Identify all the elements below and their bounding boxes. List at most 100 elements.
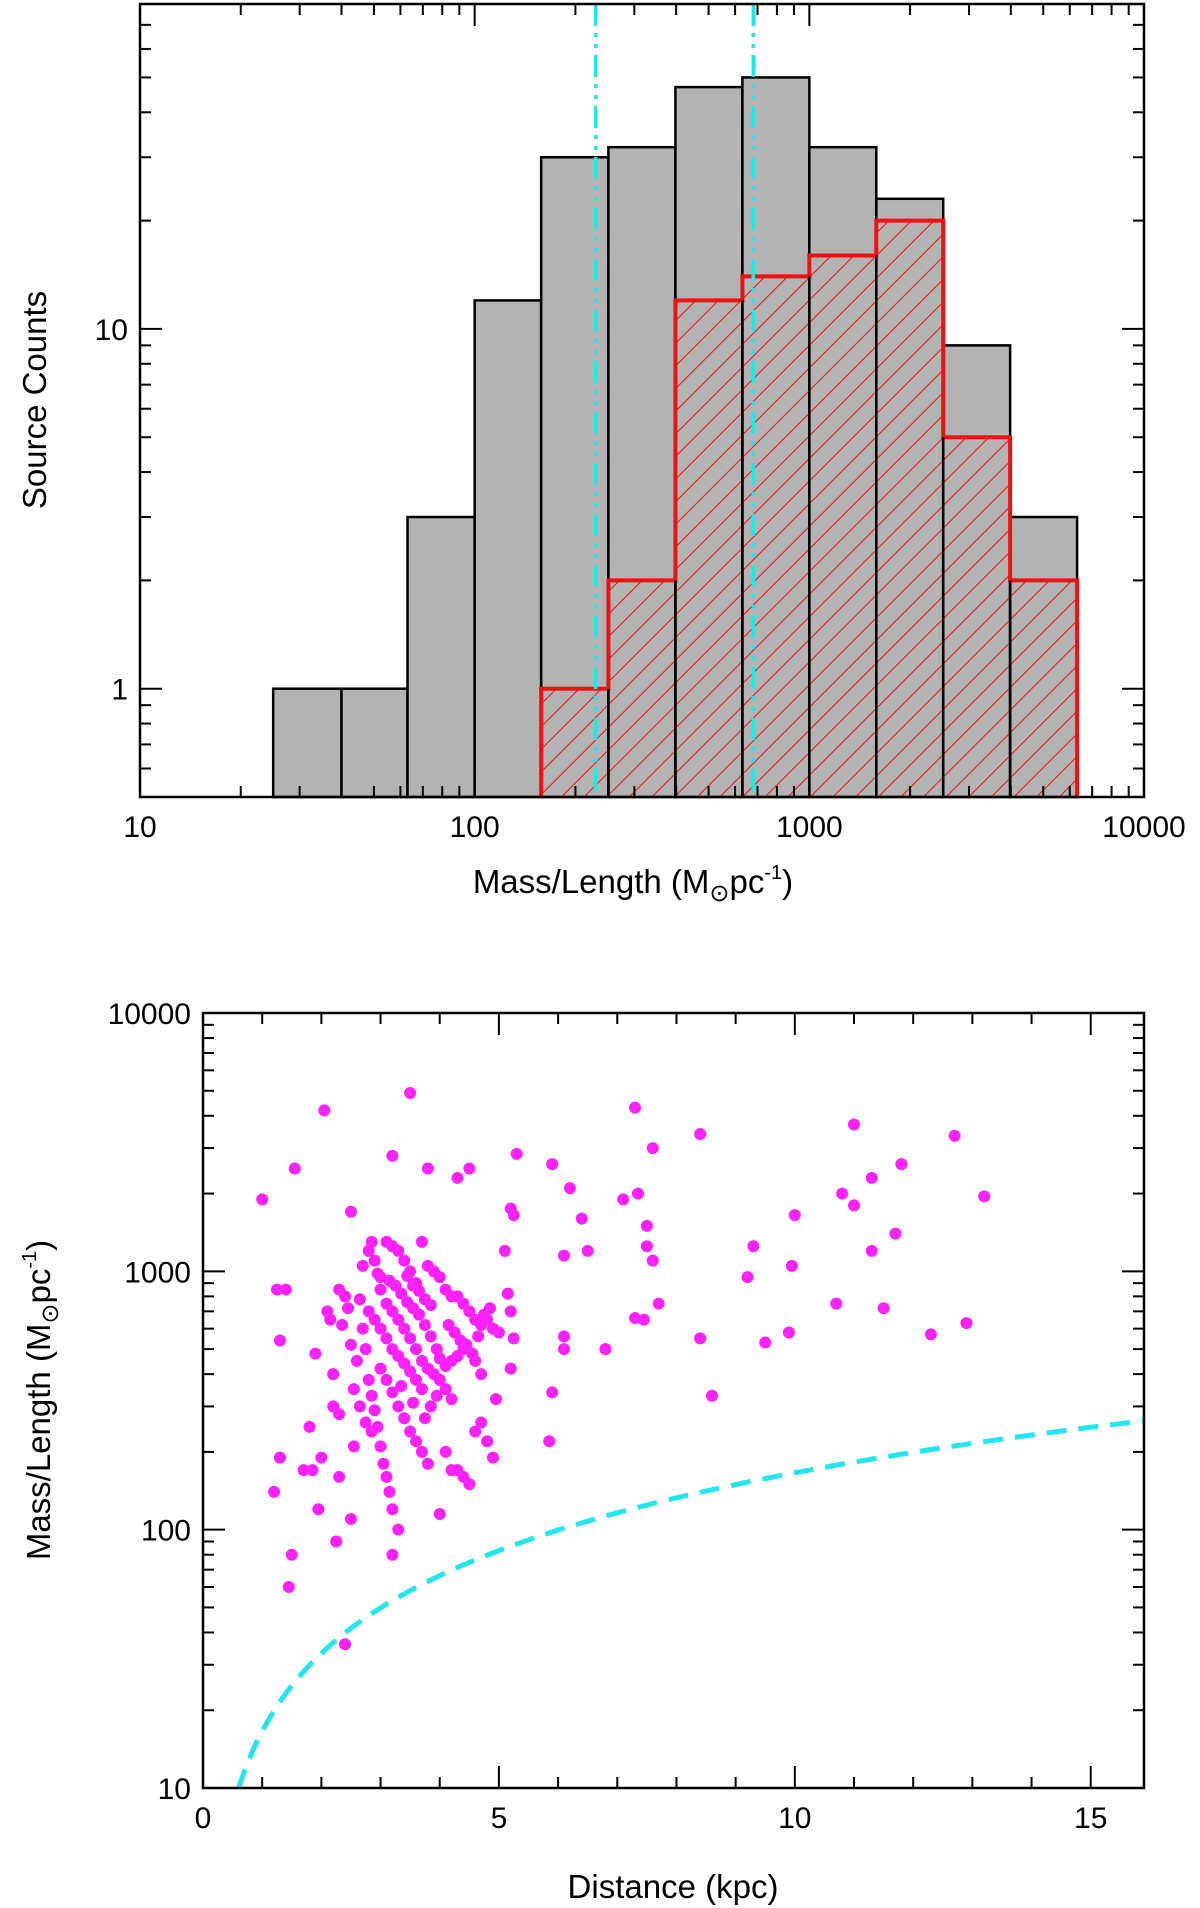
scatter-point [368,1254,381,1267]
scatter-point [362,1305,375,1318]
scatter-point [433,1352,446,1365]
scatter-point [333,1408,346,1421]
scatter-point [507,1209,520,1222]
scatter-point [463,1305,476,1318]
scatter-point [306,1464,319,1477]
scatter-point [368,1313,381,1326]
scatter-point [463,1162,476,1175]
x-tick-label: 10 [778,1802,811,1835]
scatter-point [347,1440,360,1453]
scatter-point [924,1328,937,1341]
scatter-point [404,1365,417,1378]
scatter-point [359,1416,372,1429]
scatter-point [374,1362,387,1375]
threshold-curve [236,1418,1144,1788]
scatter-point [333,1470,346,1483]
histogram-ticks [139,3,1145,798]
scatter-point [350,1354,363,1367]
scatter-point [430,1389,443,1402]
scatter-point [640,1219,653,1232]
scatter-point [481,1435,494,1448]
scatter-point [330,1535,343,1548]
scatter-point [747,1240,760,1253]
x-tick-label: 100 [450,811,500,844]
scatter-point [344,1512,357,1525]
scatter-point [386,1548,399,1561]
histogram-bar [271,687,343,799]
x-tick-label: 10 [123,811,156,844]
scatter-point [386,1503,399,1516]
scatter-point [371,1267,384,1280]
scatter-point [407,1396,420,1409]
scatter-point [439,1383,452,1396]
scatter-point [646,1142,659,1155]
scatter-point [339,1638,352,1651]
scatter-point [415,1383,428,1396]
scatter-point [398,1412,411,1425]
scatter-point [380,1332,393,1345]
scatter-point [439,1445,452,1458]
scatter-point [424,1330,437,1343]
scatter-point [475,1368,488,1381]
scatter-point [365,1235,378,1248]
scatter-point [492,1326,505,1339]
scatter-point [410,1343,423,1356]
scatter-point [386,1386,399,1399]
scatter-point [445,1393,458,1406]
scatter-point [374,1440,387,1453]
scatter-point [694,1332,707,1345]
scatter-point [404,1087,417,1100]
subset-bar [809,255,877,797]
scatter-point [558,1330,571,1343]
histogram-y-tick-labels: 1 10 [95,314,128,707]
scatter-point [830,1297,843,1310]
scatter-point [392,1313,405,1326]
scatter-point [383,1485,396,1498]
scatter-point [327,1368,340,1381]
y-tick-label: 10000 [108,998,191,1031]
scatter-point [356,1322,369,1335]
scatter-point [484,1302,497,1315]
scatter-point [404,1425,417,1438]
scatter-point [978,1190,991,1203]
scatter-point [581,1244,594,1257]
scatter-point [575,1212,588,1225]
scatter-point [353,1400,366,1413]
scatter-point [543,1435,556,1448]
scatter-point [472,1330,485,1343]
scatter-point [270,1283,283,1296]
subset-bar [608,580,676,797]
scatter-point [401,1296,414,1309]
scatter-point [380,1373,393,1386]
scatter-point [424,1400,437,1413]
scatter-point [877,1302,890,1315]
scatter-point [836,1187,849,1200]
scatter-point [563,1182,576,1195]
scatter-point [347,1383,360,1396]
x-tick-label: 10000 [1102,811,1185,844]
scatter-x-axis-label: Distance (kpc) [568,1868,779,1905]
scatter-point [848,1118,861,1131]
scatter-point [336,1318,349,1331]
scatter-point [374,1322,387,1335]
scatter-point [410,1373,423,1386]
scatter-point [365,1389,378,1402]
y-tick-label: 1000 [124,1256,191,1289]
y-tick-label: 10 [95,314,128,347]
subset-bar [675,300,743,797]
scatter-point [392,1400,405,1413]
scatter-point [421,1162,434,1175]
histogram-x-axis-label: Mass/Length (M⊙pc-1) [473,862,793,907]
scatter-point [380,1470,393,1483]
scatter-point [466,1347,479,1360]
scatter-point [948,1129,961,1142]
scatter-y-axis-label: Mass/Length (M⊙pc-1) [19,1240,64,1560]
histogram-plot-frame [138,2,1146,799]
scatter-plot-frame [201,1011,1146,1790]
histogram-bar [473,299,543,799]
scatter-point [469,1425,482,1438]
scatter-point [418,1412,431,1425]
histogram-y-axis-label: Source Counts [16,291,53,509]
scatter-point [392,1523,405,1536]
